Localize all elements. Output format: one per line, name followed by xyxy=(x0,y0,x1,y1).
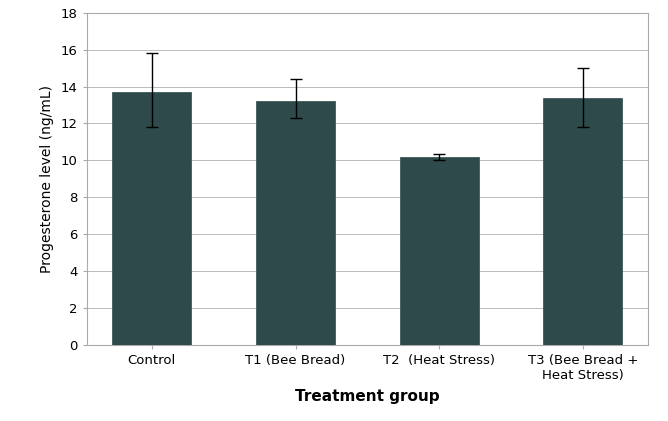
X-axis label: Treatment group: Treatment group xyxy=(295,389,440,404)
Bar xyxy=(112,92,191,345)
Bar xyxy=(399,157,479,345)
Y-axis label: Progesterone level (ng/mL): Progesterone level (ng/mL) xyxy=(40,85,54,273)
Bar xyxy=(256,101,335,345)
Bar xyxy=(544,98,623,345)
